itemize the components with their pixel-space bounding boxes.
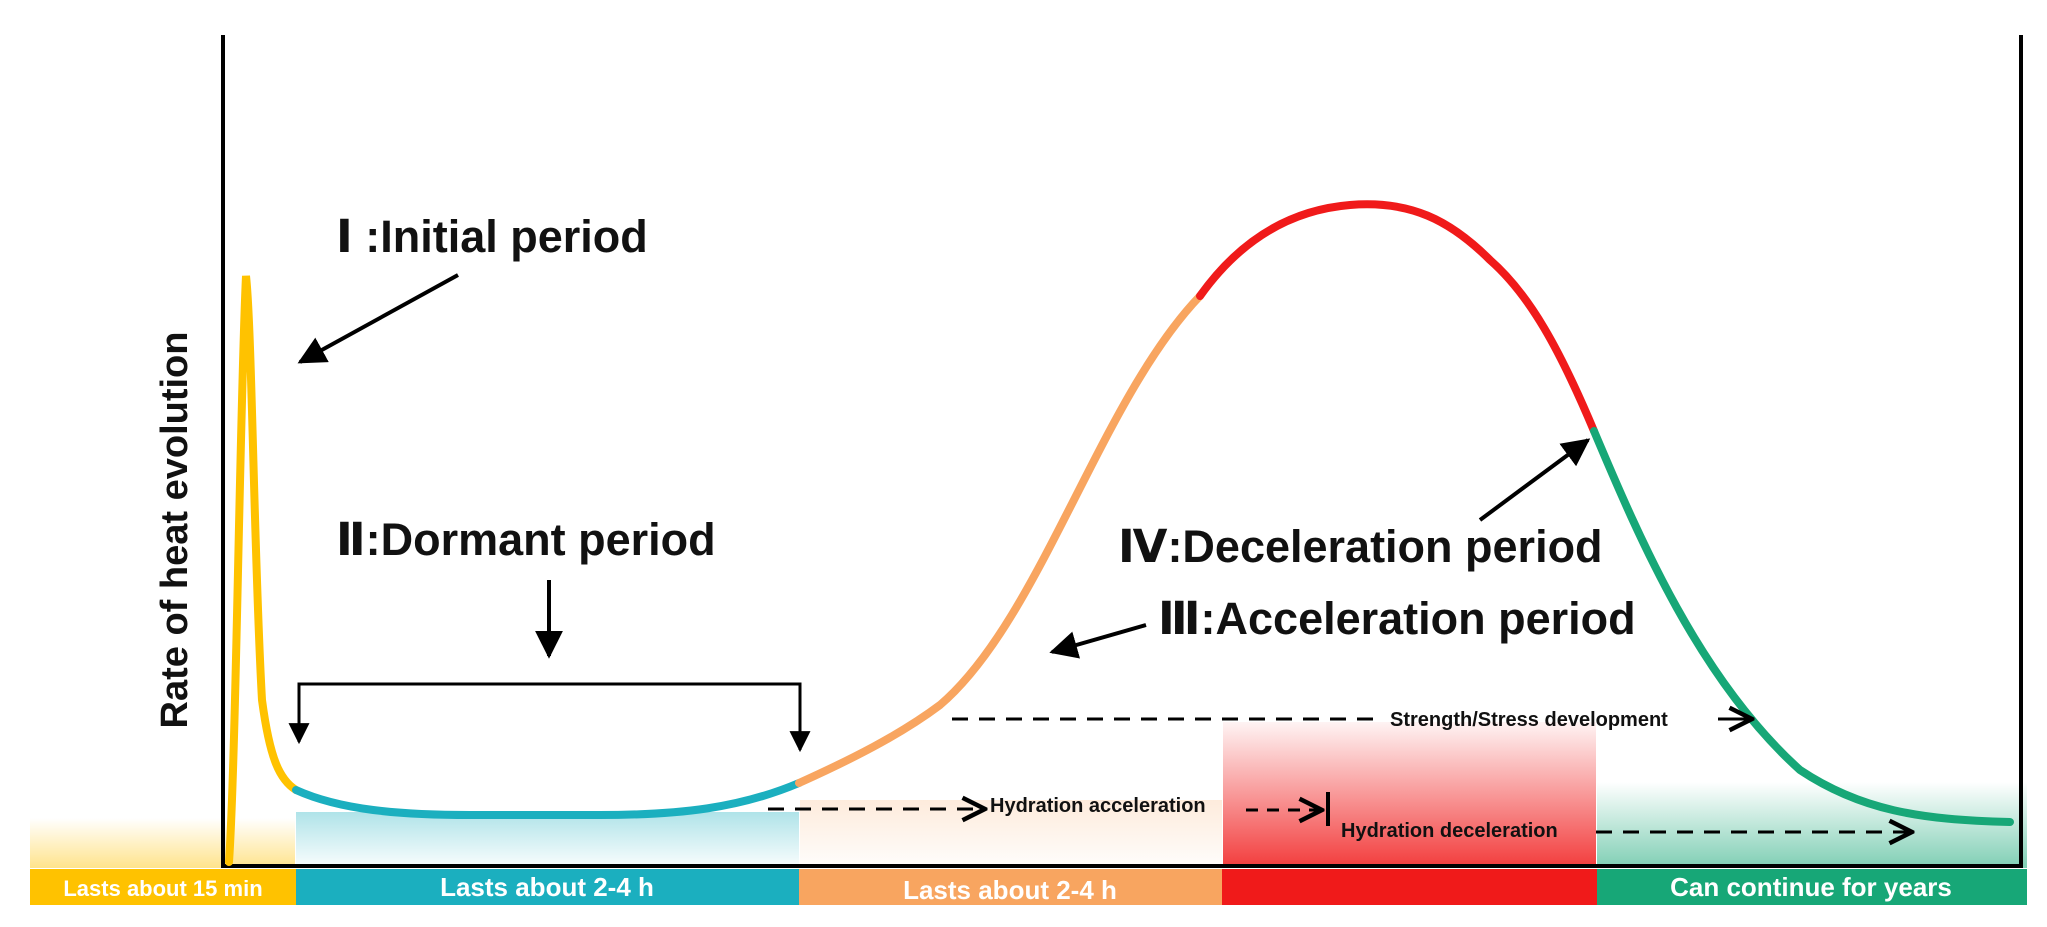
zone-diffusion-shade bbox=[1597, 782, 2027, 868]
label-deceleration-period: Ⅳ:Deceleration period bbox=[1118, 521, 1603, 572]
duration-label-acceleration: Lasts about 2-4 h bbox=[903, 875, 1117, 905]
duration-bar-acceleration bbox=[799, 869, 1223, 905]
duration-bar-initial bbox=[30, 869, 296, 905]
zone-dormant-shade bbox=[296, 812, 799, 868]
label-dormant-period: Ⅱ:Dormant period bbox=[336, 514, 716, 565]
arrow-acceleration-period bbox=[1049, 623, 1147, 659]
y-axis-label: Rate of heat evolution bbox=[154, 332, 196, 729]
duration-bar-diffusion bbox=[1597, 869, 2027, 905]
zone-acceleration-shade bbox=[800, 800, 1222, 868]
curve-initial bbox=[225, 275, 300, 866]
curve-diffusion bbox=[1590, 427, 2014, 826]
duration-label-diffusion: Can continue for years bbox=[1670, 872, 1952, 902]
label-hydration-deceleration: Hydration deceleration bbox=[1341, 820, 1558, 842]
zone-deceleration-shade bbox=[1223, 722, 1596, 868]
label-strength-development: Strength/Stress development bbox=[1390, 709, 1668, 731]
dormant-bracket bbox=[297, 682, 802, 735]
label-initial-period: Ⅰ :Initial period bbox=[336, 211, 648, 262]
arrow-deceleration-period bbox=[1478, 438, 1591, 522]
zone-initial-shade bbox=[30, 818, 295, 868]
duration-label-dormant: Lasts about 2-4 h bbox=[440, 872, 654, 902]
duration-bar-dormant bbox=[296, 869, 799, 905]
label-hydration-acceleration: Hydration acceleration bbox=[990, 795, 1206, 817]
label-acceleration-period: Ⅲ:Acceleration period bbox=[1158, 593, 1636, 644]
curve-dormant bbox=[292, 779, 803, 819]
curve-acceleration bbox=[795, 292, 1204, 787]
duration-bar-deceleration bbox=[1222, 869, 1597, 905]
curve-deceleration bbox=[1196, 200, 1598, 435]
duration-label-initial: Lasts about 15 min bbox=[63, 876, 262, 901]
arrow-initial-period bbox=[297, 273, 459, 364]
